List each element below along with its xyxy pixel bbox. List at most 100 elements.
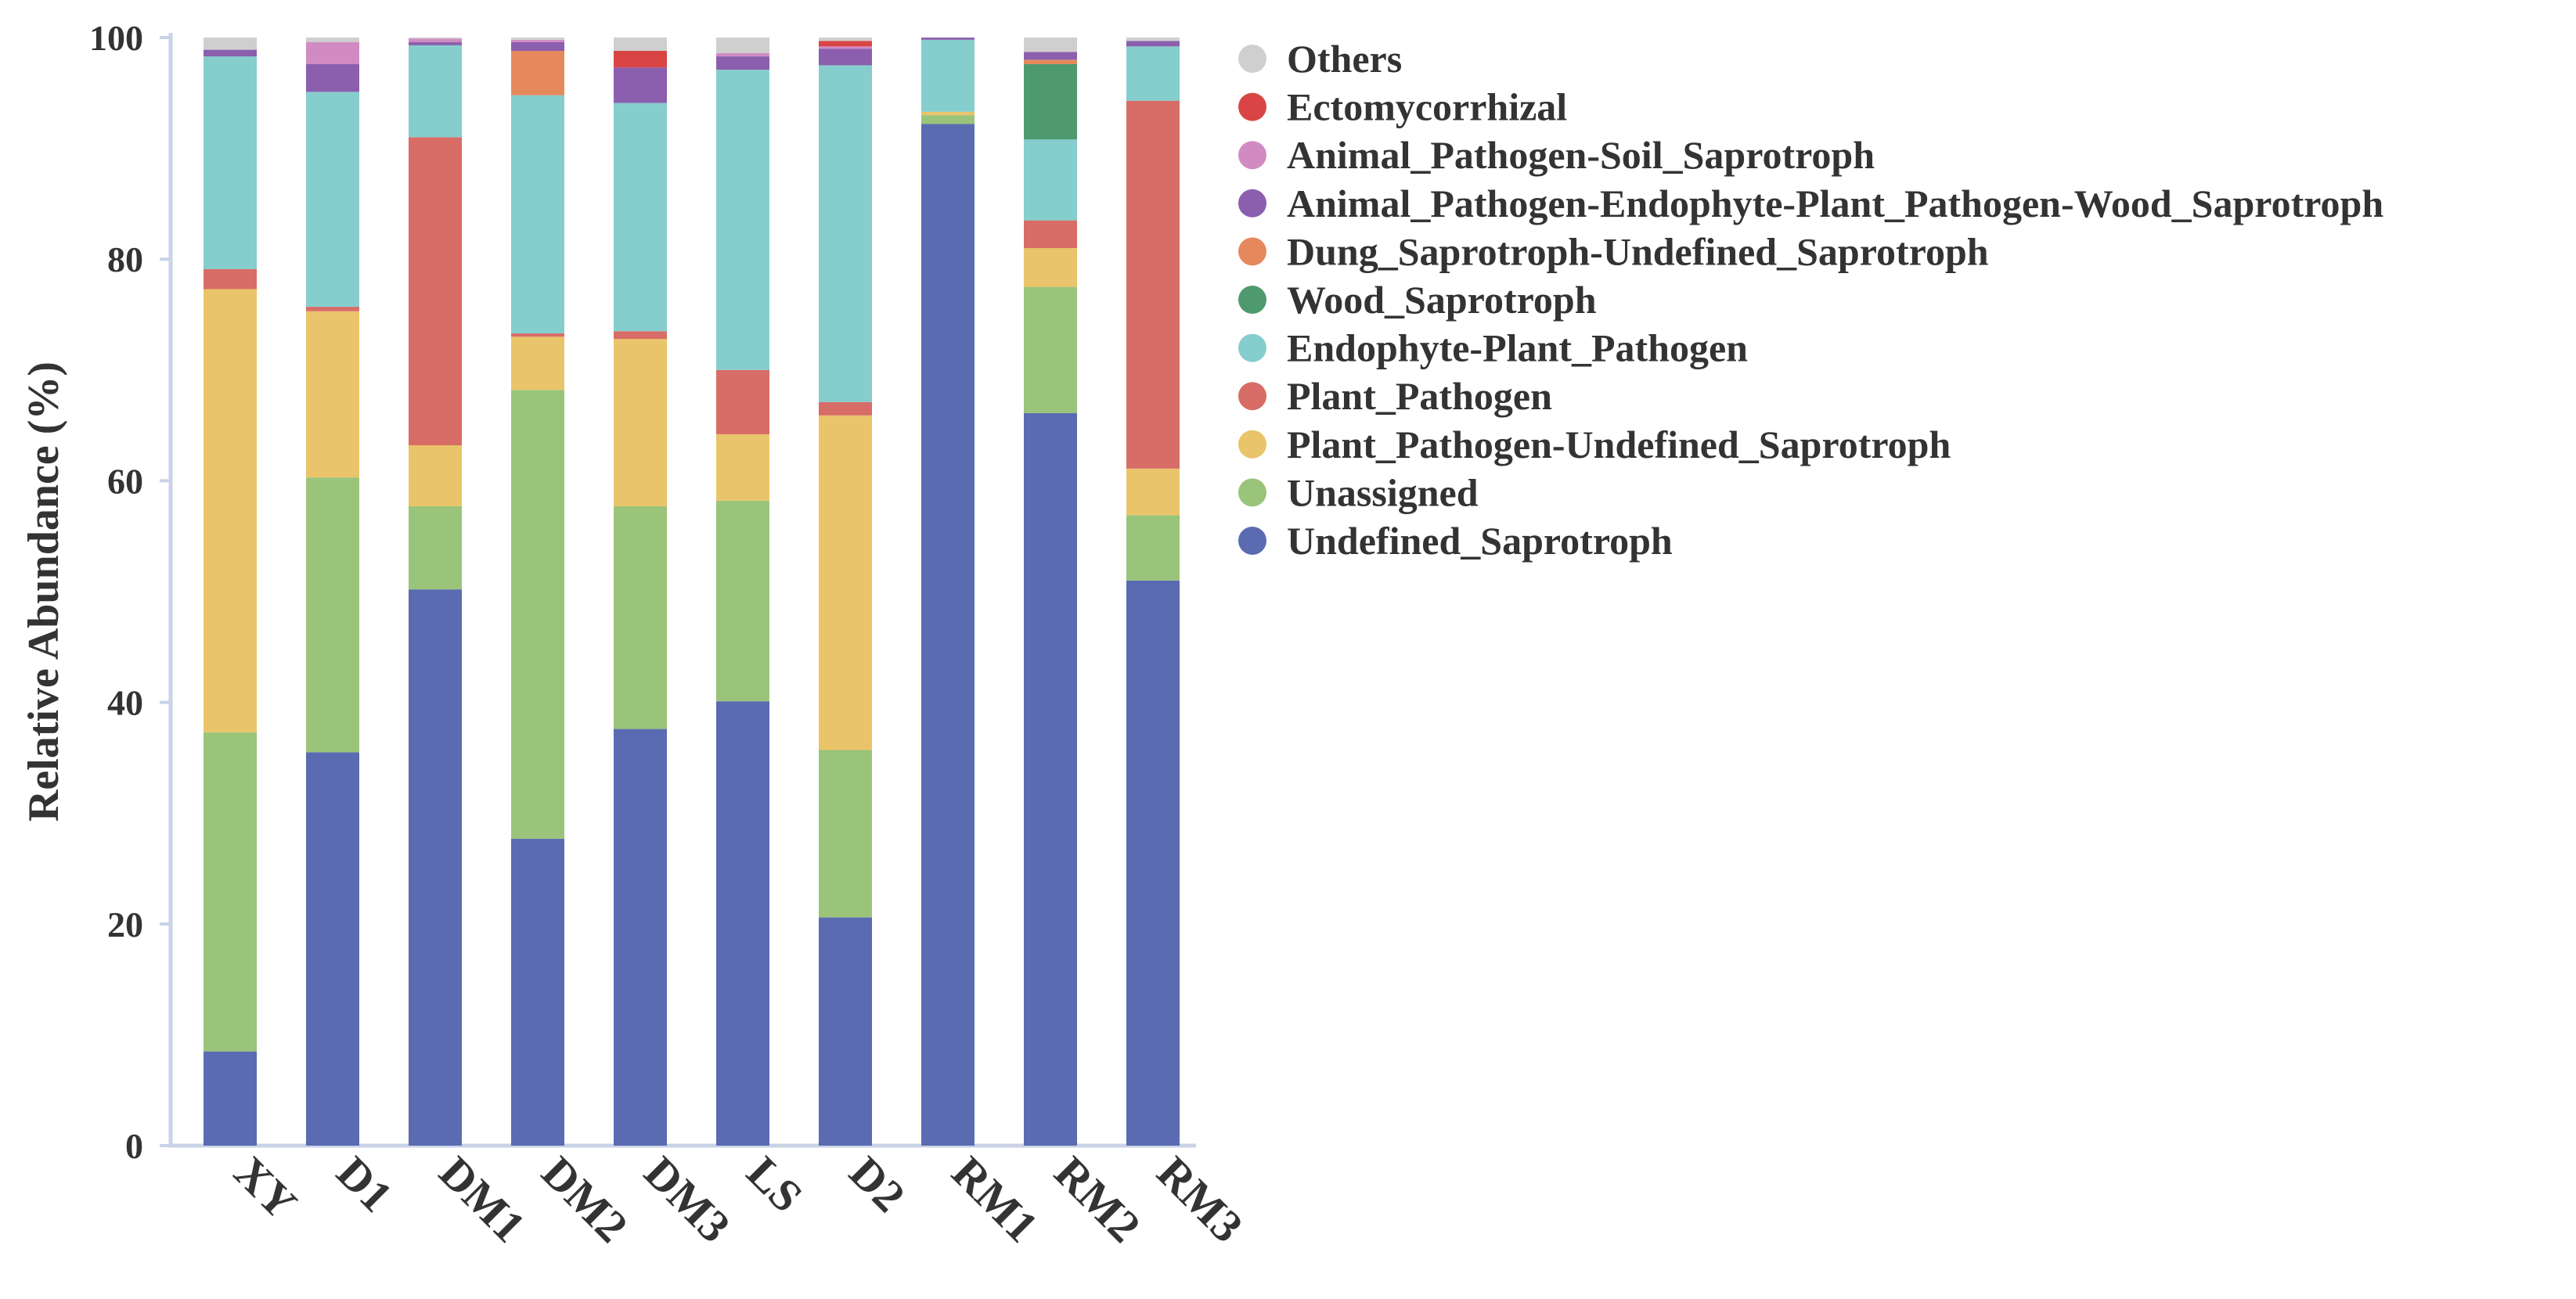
y-tick-label: 80 xyxy=(107,239,143,279)
bar-segment-xy-others xyxy=(204,38,257,50)
bar-segment-dm2-dung-saprotroph-undefined-saprotroph xyxy=(511,50,564,95)
legend-label: Animal_Pathogen-Endophyte-Plant_Pathogen… xyxy=(1287,182,2383,225)
bar-segment-dm2-others xyxy=(511,38,564,40)
bar-segment-rm1-animal-pathogen-endophyte-plant-pathogen-wood-saprotroph xyxy=(921,38,975,40)
bar-segment-ls-animal-pathogen-endophyte-plant-pathogen-wood-saprotroph xyxy=(716,56,769,70)
bar-segment-d1-plant-pathogen-undefined-saprotroph xyxy=(306,311,359,478)
x-tick-label-dm3: DM3 xyxy=(635,1146,740,1252)
bar-segment-rm2-animal-pathogen-endophyte-plant-pathogen-wood-saprotroph xyxy=(1024,52,1077,60)
legend-swatch xyxy=(1238,478,1266,507)
legend-label: Plant_Pathogen xyxy=(1287,374,1552,418)
bar-segment-dm1-animal-pathogen-soil-saprotroph xyxy=(409,38,462,42)
bar-segment-dm3-plant-pathogen xyxy=(614,331,667,340)
legend-item-others: Others xyxy=(1238,37,1402,81)
bar-segment-dm3-ectomycorrhizal xyxy=(614,50,667,68)
bar-segment-xy-plant-pathogen xyxy=(204,268,257,290)
bar-segment-rm1-unassigned xyxy=(921,115,975,124)
bar-segment-ls-plant-pathogen xyxy=(716,369,769,434)
legend-label: Endophyte-Plant_Pathogen xyxy=(1287,326,1748,370)
bar-segment-d2-animal-pathogen-endophyte-plant-pathogen-wood-saprotroph xyxy=(819,49,872,66)
bar-segment-rm3-endophyte-plant-pathogen xyxy=(1126,46,1180,101)
bar-segment-rm2-wood-saprotroph xyxy=(1024,63,1077,140)
bar-segment-rm3-unassigned xyxy=(1126,515,1180,581)
x-tick-label-rm2: RM2 xyxy=(1045,1146,1151,1252)
legend: OthersEctomycorrhizalAnimal_Pathogen-Soi… xyxy=(1238,37,2383,563)
bar-segment-dm2-animal-pathogen-soil-saprotroph xyxy=(511,39,564,42)
bar-segment-d2-unassigned xyxy=(819,750,872,918)
bar-segment-rm1-endophyte-plant-pathogen xyxy=(921,39,975,112)
bar-segment-rm3-animal-pathogen-endophyte-plant-pathogen-wood-saprotroph xyxy=(1126,41,1180,47)
bar-segment-rm2-endophyte-plant-pathogen xyxy=(1024,139,1077,221)
bar-segment-rm2-dung-saprotroph-undefined-saprotroph xyxy=(1024,59,1077,64)
legend-label: Ectomycorrhizal xyxy=(1287,85,1567,129)
legend-swatch xyxy=(1238,382,1266,411)
x-tick-label-xy: XY xyxy=(225,1146,307,1229)
legend-swatch xyxy=(1238,92,1266,121)
legend-swatch xyxy=(1238,45,1266,73)
bar-segment-xy-animal-pathogen-endophyte-plant-pathogen-wood-saprotroph xyxy=(204,49,257,57)
legend-label: Wood_Saprotroph xyxy=(1287,278,1597,322)
y-tick-label: 20 xyxy=(107,905,143,945)
legend-item-animal-pathogen-soil-saprotroph: Animal_Pathogen-Soil_Saprotroph xyxy=(1238,133,1875,177)
bar-segment-d1-endophyte-plant-pathogen xyxy=(306,92,359,308)
bar-segment-xy-plant-pathogen-undefined-saprotroph xyxy=(204,289,257,732)
bar-segment-rm1-plant-pathogen-undefined-saprotroph xyxy=(921,111,975,116)
x-tick-label-rm1: RM1 xyxy=(942,1146,1048,1252)
bar-segment-dm1-unassigned xyxy=(409,506,462,590)
bar-segment-d2-plant-pathogen xyxy=(819,401,872,416)
bar-segment-rm2-others xyxy=(1024,38,1077,52)
x-tick-label-dm1: DM1 xyxy=(430,1146,535,1252)
bar-segment-d1-animal-pathogen-endophyte-plant-pathogen-wood-saprotroph xyxy=(306,63,359,92)
bar-segment-xy-unassigned xyxy=(204,732,257,1052)
x-tick-label-d2: D2 xyxy=(840,1146,915,1222)
y-tick-label: 60 xyxy=(107,461,143,501)
bar-segment-dm3-others xyxy=(614,38,667,51)
legend-item-endophyte-plant-pathogen: Endophyte-Plant_Pathogen xyxy=(1238,326,1748,370)
legend-swatch xyxy=(1238,286,1266,314)
legend-item-unassigned: Unassigned xyxy=(1238,470,1479,514)
bar-segment-dm1-plant-pathogen-undefined-saprotroph xyxy=(409,445,462,506)
bar-segment-d2-plant-pathogen-undefined-saprotroph xyxy=(819,415,872,750)
bar-segment-rm1-undefined-saprotroph xyxy=(921,124,975,1146)
x-tick-label-dm2: DM2 xyxy=(532,1146,638,1252)
legend-item-wood-saprotroph: Wood_Saprotroph xyxy=(1238,278,1597,322)
bar-segment-d2-others xyxy=(819,38,872,41)
legend-label: Dung_Saprotroph-Undefined_Saprotroph xyxy=(1287,229,1989,273)
legend-swatch xyxy=(1238,430,1266,459)
legend-label: Others xyxy=(1287,37,1402,81)
legend-item-undefined-saprotroph: Undefined_Saprotroph xyxy=(1238,519,1673,563)
bar-segment-d2-endophyte-plant-pathogen xyxy=(819,65,872,402)
bar-segment-dm2-undefined-saprotroph xyxy=(511,838,564,1146)
bar-segment-dm2-animal-pathogen-endophyte-plant-pathogen-wood-saprotroph xyxy=(511,41,564,51)
x-tick-label-ls: LS xyxy=(737,1146,812,1222)
bar-segment-rm3-undefined-saprotroph xyxy=(1126,580,1180,1146)
x-tick-label-d1: D1 xyxy=(327,1146,402,1222)
bar-segment-d2-ectomycorrhizal xyxy=(819,41,872,47)
bars xyxy=(204,38,1180,1146)
bar-segment-dm3-animal-pathogen-endophyte-plant-pathogen-wood-saprotroph xyxy=(614,67,667,103)
legend-item-dung-saprotroph-undefined-saprotroph: Dung_Saprotroph-Undefined_Saprotroph xyxy=(1238,229,1989,273)
y-tick-label: 0 xyxy=(125,1126,143,1166)
bar-segment-rm2-unassigned xyxy=(1024,286,1077,414)
bar-segment-dm3-undefined-saprotroph xyxy=(614,729,667,1146)
bar-segment-dm1-plant-pathogen xyxy=(409,137,462,446)
bar-segment-rm3-others xyxy=(1126,38,1180,41)
legend-label: Unassigned xyxy=(1287,470,1479,514)
bar-segment-d1-plant-pathogen xyxy=(306,307,359,311)
legend-label: Plant_Pathogen-Undefined_Saprotroph xyxy=(1287,423,1951,466)
bar-segment-rm2-undefined-saprotroph xyxy=(1024,413,1077,1146)
bar-segment-ls-endophyte-plant-pathogen xyxy=(716,70,769,370)
bar-segment-d1-undefined-saprotroph xyxy=(306,752,359,1146)
legend-swatch xyxy=(1238,189,1266,218)
bar-segment-ls-others xyxy=(716,38,769,53)
legend-item-animal-pathogen-endophyte-plant-pathogen-wood-saprotroph: Animal_Pathogen-Endophyte-Plant_Pathogen… xyxy=(1238,182,2383,225)
bar-segment-ls-plant-pathogen-undefined-saprotroph xyxy=(716,434,769,501)
bar-segment-xy-endophyte-plant-pathogen xyxy=(204,56,257,269)
legend-swatch xyxy=(1238,141,1266,170)
bar-segment-dm3-plant-pathogen-undefined-saprotroph xyxy=(614,339,667,506)
legend-swatch xyxy=(1238,527,1266,555)
bar-segment-d1-animal-pathogen-soil-saprotroph xyxy=(306,41,359,64)
legend-swatch xyxy=(1238,237,1266,266)
